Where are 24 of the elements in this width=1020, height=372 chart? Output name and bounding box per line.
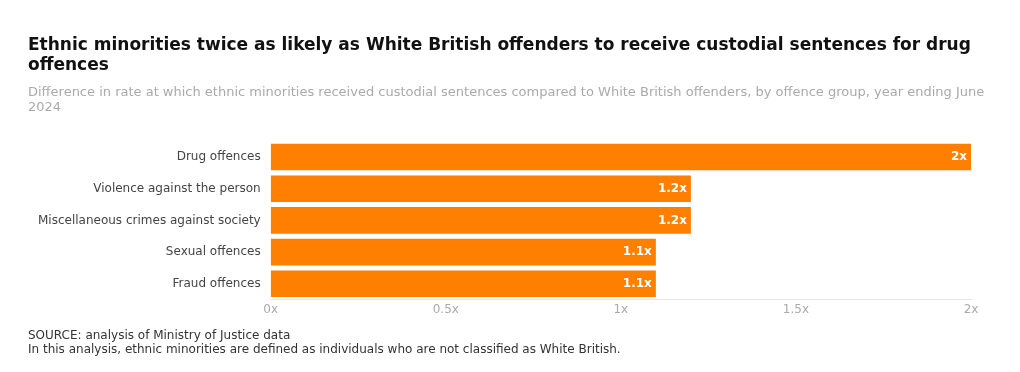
data-label: 1.1x	[622, 244, 653, 259]
data-label: 1.1x	[622, 275, 653, 290]
source-note: SOURCE: analysis of Ministry of Justice data	[28, 328, 292, 342]
x-tick-label: 1x	[613, 301, 629, 316]
x-tick-label: 1.5x	[782, 301, 810, 316]
x-tick-label: 0x	[263, 301, 279, 316]
y-tick-label: Violence against the person	[93, 180, 261, 195]
y-tick-label: Fraud offences	[172, 275, 261, 290]
chart-title: Ethnic minorities twice as likely as White British offenders to receive custodial sentences for drug offences	[28, 34, 972, 74]
y-tick-label: Drug offences	[176, 149, 261, 164]
text: In this analysis, ethnic minorities are defined as individuals who are not classified as White British.	[28, 342, 622, 356]
data-label: 1.2x	[657, 212, 688, 227]
chart-subtitle: Difference in rate at which ethnic minorities received custodial sentences compared to White British offenders, by offence group, year ending June 2024	[28, 84, 986, 114]
bar	[270, 143, 971, 171]
bar	[270, 270, 656, 298]
y-tick-label: Miscellaneous crimes against society	[37, 212, 261, 227]
y-tick-label: Sexual offences	[165, 244, 261, 259]
data-label: 1.2x	[657, 180, 688, 195]
bar	[270, 238, 656, 266]
x-tick-label: 2x	[963, 301, 979, 316]
data-label: 2x	[950, 149, 968, 164]
bar	[270, 207, 691, 234]
bar	[270, 175, 691, 203]
x-tick-label: 0.5x	[432, 301, 459, 316]
